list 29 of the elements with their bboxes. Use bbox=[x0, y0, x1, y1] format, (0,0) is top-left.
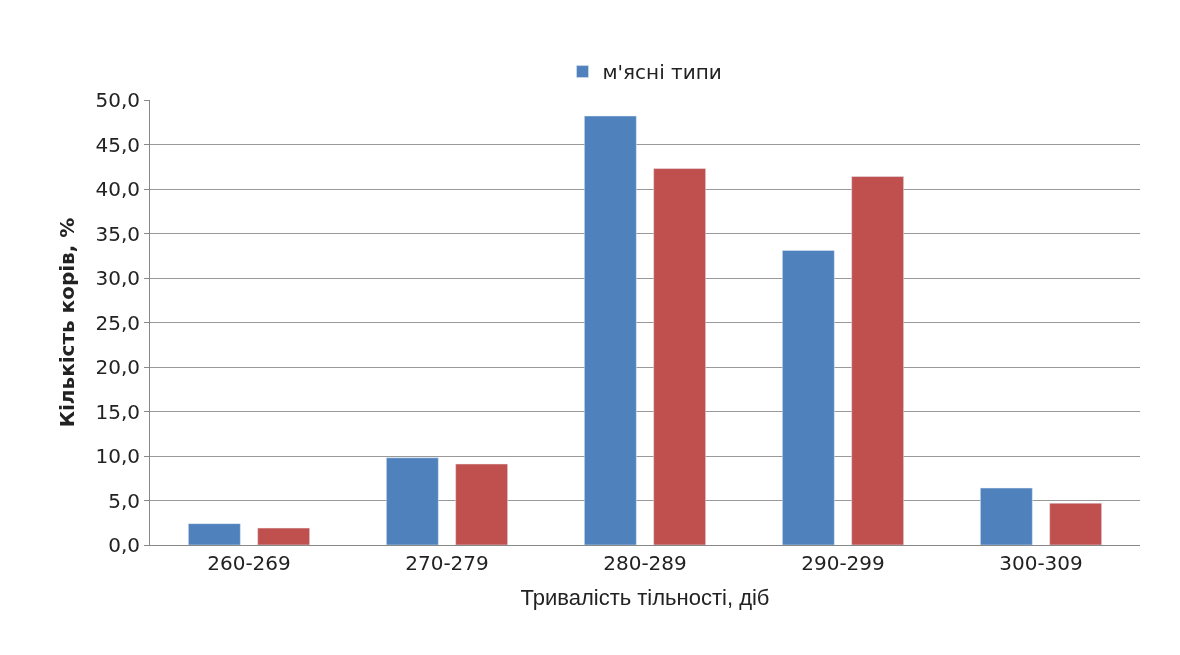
y-tick-label: 30,0 bbox=[95, 266, 140, 290]
bar bbox=[1049, 502, 1102, 545]
y-tick-label: 15,0 bbox=[95, 399, 140, 424]
x-tick-label: 290-299 bbox=[801, 551, 885, 575]
bar bbox=[188, 523, 241, 545]
bar bbox=[782, 250, 835, 545]
bar bbox=[584, 115, 637, 545]
y-tick-label: 5,0 bbox=[108, 488, 140, 513]
y-tick-label: 45,0 bbox=[95, 132, 140, 157]
y-tick-label: 25,0 bbox=[95, 310, 140, 335]
y-tick-label: 35,0 bbox=[95, 221, 140, 246]
bar bbox=[257, 527, 310, 545]
y-tick-label: 40,0 bbox=[95, 177, 140, 201]
x-tick-label: 270-279 bbox=[405, 551, 489, 575]
bar bbox=[455, 463, 508, 545]
x-tick-label: 260-269 bbox=[207, 551, 291, 575]
y-tick-label: 50,0 bbox=[95, 88, 140, 112]
legend-label: м'ясні типи bbox=[602, 60, 722, 85]
bar bbox=[653, 168, 706, 545]
x-tick-label: 280-289 bbox=[603, 551, 687, 575]
y-tick-label: 0,0 bbox=[108, 533, 140, 557]
x-axis-title: Тривалість тільності, діб bbox=[520, 584, 770, 610]
y-tick-label: 10,0 bbox=[95, 444, 140, 468]
bar bbox=[386, 457, 439, 545]
bar bbox=[851, 176, 904, 545]
y-tick-label: 20,0 bbox=[95, 355, 140, 379]
y-axis-title: Кількість корів, % bbox=[54, 217, 79, 428]
bar bbox=[980, 487, 1033, 545]
x-tick-label: 300-309 bbox=[999, 551, 1083, 575]
